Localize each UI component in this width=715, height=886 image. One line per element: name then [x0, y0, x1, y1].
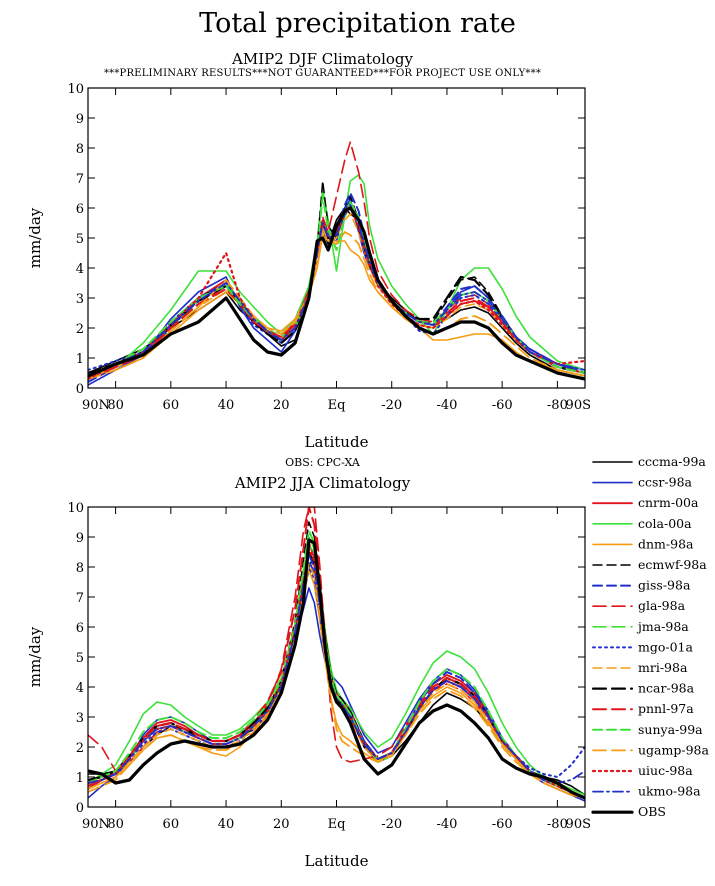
y-tick-label: 1	[76, 352, 84, 367]
series-line-uiuc-98a	[88, 547, 585, 800]
legend: cccma-99a ccsr-98a cnrm-00a cola-00a dnm-98a…	[591, 454, 709, 819]
series-line-gla-98a	[88, 141, 585, 380]
legend-label-jma-98a: jma-98a	[636, 619, 689, 634]
x-tick-label: 40	[218, 817, 235, 832]
y-tick-label: 6	[76, 202, 84, 217]
legend-label-mri-98a: mri-98a	[638, 660, 688, 675]
series-line-sunya-99a	[88, 530, 585, 799]
series-line-cnrm-00a	[88, 542, 585, 799]
series-line-ugamp-98a	[88, 228, 585, 380]
y-tick-label: 0	[76, 382, 84, 397]
plot-frame	[87, 506, 586, 808]
legend-label-ncar-98a: ncar-98a	[638, 681, 695, 696]
x-tick-label: Eq	[328, 398, 346, 413]
series-line-ncar-98a	[88, 550, 585, 800]
y-tick-label: 5	[76, 232, 84, 247]
series-line-mri-98a	[88, 554, 585, 799]
y-tick-label: 7	[76, 591, 84, 606]
y-tick-label: 10	[67, 501, 84, 516]
y-tick-label: 4	[76, 262, 84, 277]
x-tick-label: -80	[547, 398, 568, 413]
x-tick-label: -40	[436, 398, 457, 413]
y-tick-label: 9	[76, 531, 84, 546]
obs-source-label: OBS: CPC-XA	[285, 456, 360, 469]
y-tick-label: 6	[76, 621, 84, 636]
series-line-cola-00a	[88, 545, 585, 796]
y-axis-label: mm/day	[26, 626, 44, 687]
y-tick-label: 8	[76, 561, 84, 576]
legend-label-ugamp-98a: ugamp-98a	[638, 742, 709, 757]
legend-label-OBS: OBS	[638, 804, 666, 819]
y-tick-label: 2	[76, 322, 84, 337]
y-tick-label: 9	[76, 112, 84, 127]
djf-chart-title: AMIP2 DJF Climatology	[232, 50, 413, 68]
x-tick-label: -60	[492, 817, 513, 832]
legend-label-ecmwf-98a: ecmwf-98a	[638, 557, 707, 572]
y-tick-label: 3	[76, 711, 84, 726]
x-tick-label: 90N	[82, 817, 110, 832]
x-tick-label: 90S	[566, 398, 591, 413]
series-line-pnnl-97a	[88, 204, 585, 380]
series-line-pnnl-97a	[88, 507, 585, 799]
x-tick-label: -40	[436, 817, 457, 832]
y-tick-label: 0	[76, 801, 84, 816]
legend-label-cnrm-00a: cnrm-00a	[638, 495, 699, 510]
legend-label-gla-98a: gla-98a	[638, 598, 686, 613]
x-tick-label: 20	[273, 817, 290, 832]
x-tick-label: -20	[381, 817, 402, 832]
series-line-dnm-98a	[88, 234, 585, 380]
series-line-ukmo-98a	[88, 204, 585, 377]
x-axis-label: Latitude	[305, 433, 369, 451]
series-line-gla-98a	[88, 507, 585, 799]
x-tick-label: -80	[547, 817, 568, 832]
x-tick-label: 90S	[566, 817, 591, 832]
legend-label-ccsr-98a: ccsr-98a	[638, 475, 693, 490]
legend-label-cccma-99a: cccma-99a	[638, 454, 706, 469]
series-line-giss-98a	[88, 560, 585, 799]
series-line-cola-00a	[88, 174, 585, 377]
x-tick-label: 80	[107, 398, 124, 413]
y-tick-label: 1	[76, 771, 84, 786]
legend-label-ukmo-98a: ukmo-98a	[638, 784, 701, 799]
x-tick-label: 60	[163, 817, 180, 832]
x-tick-label: 90N	[82, 398, 110, 413]
jja-chart-title: AMIP2 JJA Climatology	[234, 474, 411, 492]
series-line-mri-98a	[88, 213, 585, 380]
legend-label-mgo-01a: mgo-01a	[638, 639, 694, 654]
x-tick-label: 20	[273, 398, 290, 413]
y-tick-label: 7	[76, 172, 84, 187]
y-tick-label: 5	[76, 651, 84, 666]
series-line-cccma-99a	[88, 554, 585, 796]
y-tick-label: 3	[76, 292, 84, 307]
y-tick-label: 10	[67, 82, 84, 97]
x-tick-label: 80	[107, 817, 124, 832]
legend-label-pnnl-97a: pnnl-97a	[638, 701, 694, 716]
y-tick-label: 4	[76, 681, 84, 696]
x-tick-label: 40	[218, 398, 235, 413]
legend-label-dnm-98a: dnm-98a	[638, 536, 694, 551]
x-tick-label: -20	[381, 398, 402, 413]
x-tick-label: Eq	[328, 817, 346, 832]
legend-label-uiuc-98a: uiuc-98a	[638, 763, 693, 778]
legend-label-sunya-99a: sunya-99a	[638, 722, 703, 737]
series-line-jma-98a	[88, 536, 585, 799]
legend-label-cola-00a: cola-00a	[638, 516, 692, 531]
page-title: Total precipitation rate	[199, 8, 516, 39]
series-group-jja	[88, 507, 585, 802]
series-line-OBS	[88, 538, 585, 800]
y-tick-label: 8	[76, 142, 84, 157]
preliminary-notice: ***PRELIMINARY RESULTS***NOT GUARANTEED*…	[103, 68, 542, 79]
x-axis-label: Latitude	[305, 852, 369, 870]
legend-label-giss-98a: giss-98a	[638, 578, 691, 593]
y-tick-label: 2	[76, 741, 84, 756]
series-line-OBS	[88, 206, 585, 381]
x-tick-label: -60	[492, 398, 513, 413]
series-group-djf	[88, 141, 585, 386]
x-tick-label: 60	[163, 398, 180, 413]
y-axis-label: mm/day	[26, 207, 44, 268]
